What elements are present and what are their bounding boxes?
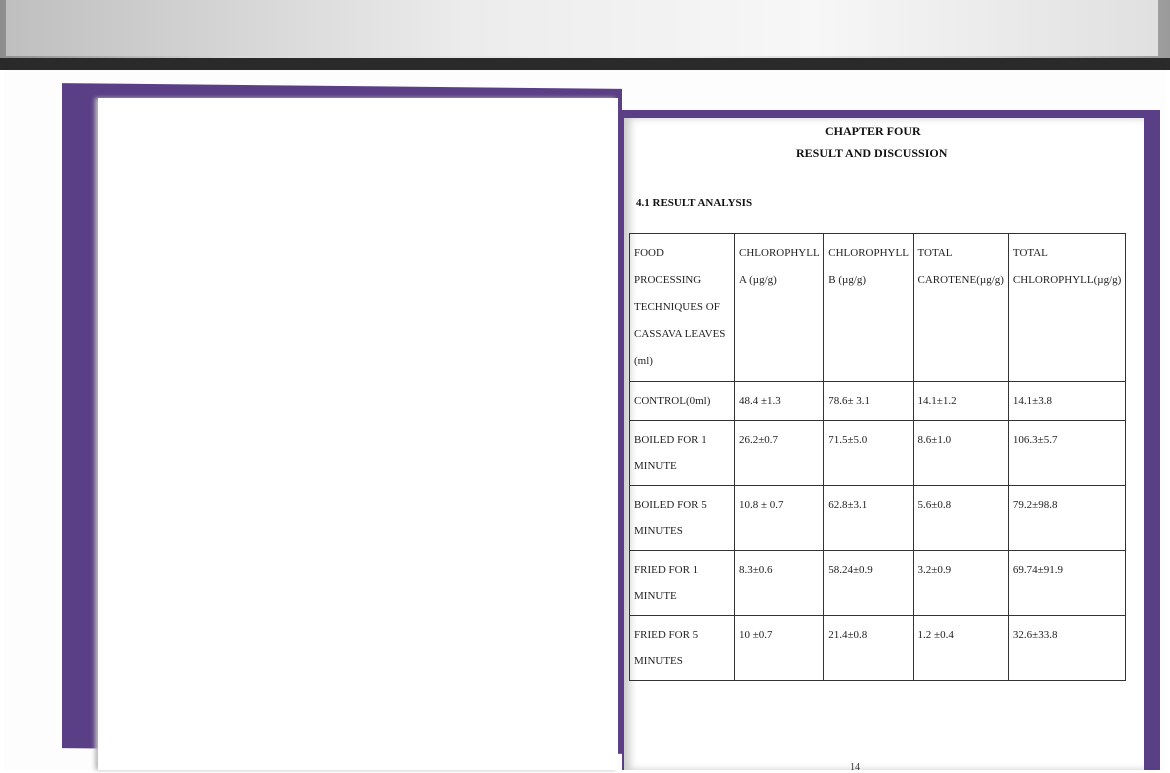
cell: 8.6±1.0 bbox=[912, 420, 1009, 486]
scanner-top-band bbox=[0, 0, 1170, 58]
header-cell: CHLOROPHYLL A (µg/g) bbox=[733, 233, 825, 382]
page-number: 14 bbox=[850, 762, 860, 773]
chapter-title: CHAPTER FOUR bbox=[825, 124, 921, 138]
section-heading: 4.1 RESULT ANALYSIS bbox=[636, 197, 753, 209]
cell: 1.2 ±0.4 bbox=[912, 615, 1009, 681]
cell: 5.6±0.8 bbox=[912, 485, 1009, 551]
cell: BOILED FOR 1 MINUTE bbox=[629, 420, 735, 486]
header-cell: TOTAL CAROTENE(µg/g) bbox=[912, 233, 1009, 382]
cell: FRIED FOR 5 MINUTES bbox=[629, 615, 735, 681]
cell: 69.74±91.9 bbox=[1007, 550, 1127, 616]
cell: 71.5±5.0 bbox=[823, 420, 914, 486]
table-row: BOILED FOR 5 MINUTES 10.8 ± 0.7 62.8±3.1… bbox=[629, 485, 1127, 551]
table-row: FRIED FOR 5 MINUTES 10 ±0.7 21.4±0.8 1.2… bbox=[629, 615, 1127, 681]
cell: 62.8±3.1 bbox=[823, 485, 914, 551]
cell: 21.4±0.8 bbox=[823, 615, 914, 681]
cell: 3.2±0.9 bbox=[912, 550, 1009, 616]
header-cell: CHLOROPHYLL B (µg/g) bbox=[823, 233, 914, 382]
cell: FRIED FOR 1 MINUTE bbox=[629, 550, 735, 616]
cell: 79.2±98.8 bbox=[1007, 485, 1127, 551]
table-row: CONTROL(0ml) 48.4 ±1.3 78.6± 3.1 14.1±1.… bbox=[629, 381, 1127, 421]
cell: BOILED FOR 5 MINUTES bbox=[629, 485, 735, 551]
table-row: FRIED FOR 1 MINUTE 8.3±0.6 58.24±0.9 3.2… bbox=[629, 550, 1127, 616]
header-cell: FOOD PROCESSING TECHNIQUES OF CASSAVA LE… bbox=[629, 233, 735, 382]
header-cell: TOTAL CHLOROPHYLL(µg/g) bbox=[1007, 233, 1127, 382]
table-row: BOILED FOR 1 MINUTE 26.2±0.7 71.5±5.0 8.… bbox=[629, 420, 1127, 486]
cell: 106.3±5.7 bbox=[1007, 420, 1127, 486]
cell: 48.4 ±1.3 bbox=[733, 381, 825, 421]
cell: CONTROL(0ml) bbox=[629, 381, 735, 421]
cell: 14.1±1.2 bbox=[912, 381, 1009, 421]
table-header-row: FOOD PROCESSING TECHNIQUES OF CASSAVA LE… bbox=[629, 233, 1127, 382]
cell: 8.3±0.6 bbox=[733, 550, 825, 616]
cell: 32.6±33.8 bbox=[1007, 615, 1127, 681]
cell: 58.24±0.9 bbox=[823, 550, 914, 616]
cell: 10.8 ± 0.7 bbox=[733, 485, 825, 551]
cell: 78.6± 3.1 bbox=[823, 381, 914, 421]
results-table: FOOD PROCESSING TECHNIQUES OF CASSAVA LE… bbox=[629, 233, 1127, 681]
cell: 14.1±3.8 bbox=[1007, 381, 1127, 421]
cell: 10 ±0.7 bbox=[733, 615, 825, 681]
chapter-heading: RESULT AND DISCUSSION bbox=[796, 146, 948, 160]
blank-left-page bbox=[98, 98, 618, 770]
cell: 26.2±0.7 bbox=[733, 420, 825, 486]
scanner-edge bbox=[0, 58, 1170, 70]
